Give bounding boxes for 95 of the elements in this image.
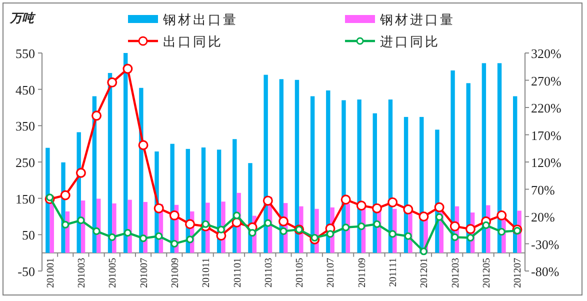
legend-label: 出口同比 bbox=[163, 34, 223, 49]
point bbox=[138, 140, 148, 150]
point bbox=[62, 220, 70, 228]
y2-tick-label: 270% bbox=[531, 73, 562, 88]
point bbox=[356, 200, 366, 211]
point bbox=[404, 232, 412, 240]
y-tick-label: -50 bbox=[18, 264, 35, 279]
x-tick-label: 201111 bbox=[388, 258, 400, 287]
y2-tick-label: 20% bbox=[531, 210, 555, 224]
point bbox=[403, 204, 414, 214]
point bbox=[496, 210, 507, 220]
point bbox=[436, 213, 444, 221]
x-tick-label: 201005 bbox=[108, 258, 119, 288]
point bbox=[248, 229, 256, 237]
bar bbox=[482, 63, 486, 253]
y2-tick-label: 70% bbox=[531, 182, 555, 198]
y2-tick-label: 120% bbox=[531, 155, 562, 170]
point bbox=[169, 210, 180, 220]
point bbox=[185, 219, 196, 230]
point bbox=[418, 212, 429, 222]
x-tick-label: 201109 bbox=[356, 258, 368, 288]
y-tick-label: 350 bbox=[16, 118, 35, 134]
point bbox=[202, 220, 210, 228]
bar bbox=[513, 96, 518, 253]
point bbox=[388, 197, 398, 208]
point bbox=[122, 64, 133, 74]
point bbox=[124, 229, 132, 237]
point bbox=[450, 221, 460, 232]
y-tick-label: 450 bbox=[16, 82, 35, 98]
x-tick-label: 201207 bbox=[512, 258, 524, 288]
legend-label: 钢材进口量 bbox=[379, 12, 455, 27]
x-tick-label: 201105 bbox=[294, 258, 306, 288]
point bbox=[278, 216, 288, 226]
x-tick-label: 201203 bbox=[450, 258, 462, 288]
x-tick-label: 201205 bbox=[482, 258, 493, 288]
point bbox=[498, 228, 506, 236]
point bbox=[280, 227, 288, 236]
x-tick-label: 201201 bbox=[419, 258, 430, 288]
point bbox=[155, 232, 163, 240]
point bbox=[465, 224, 476, 234]
x-tick-label: 201003 bbox=[76, 258, 88, 288]
bar bbox=[46, 148, 50, 253]
y-tick-label: 50 bbox=[22, 228, 35, 243]
point bbox=[186, 236, 194, 244]
legend-label: 进口同比 bbox=[380, 34, 440, 49]
point bbox=[340, 194, 351, 205]
point bbox=[482, 221, 490, 230]
point bbox=[326, 230, 334, 238]
point bbox=[92, 110, 102, 121]
point bbox=[451, 233, 459, 242]
y-tick-label: 250 bbox=[16, 155, 35, 170]
y-tick-label: 150 bbox=[16, 191, 35, 206]
y2-tick-label: 170% bbox=[531, 128, 562, 143]
y2-tick-label: 320% bbox=[531, 46, 562, 61]
y-axis-title: 万吨 bbox=[9, 11, 36, 25]
point bbox=[420, 248, 428, 256]
point bbox=[466, 234, 474, 242]
y2-tick-label: -30% bbox=[531, 236, 560, 252]
x-tick-label: 201103 bbox=[263, 258, 274, 288]
point bbox=[139, 234, 148, 242]
point bbox=[264, 219, 272, 227]
point bbox=[372, 203, 382, 214]
point bbox=[46, 194, 54, 202]
y2-tick-label: 220% bbox=[531, 100, 562, 116]
bar bbox=[357, 100, 362, 253]
legend-label: 钢材出口量 bbox=[162, 12, 238, 27]
point bbox=[310, 234, 318, 242]
x-tick-label: 201011 bbox=[201, 258, 212, 288]
y-tick-label: 550 bbox=[16, 46, 35, 61]
point bbox=[76, 168, 86, 178]
point bbox=[107, 77, 118, 88]
point bbox=[373, 220, 381, 228]
bar bbox=[294, 80, 300, 253]
point bbox=[217, 226, 225, 234]
point bbox=[262, 196, 273, 206]
bar bbox=[264, 74, 268, 253]
x-tick-label: 201107 bbox=[326, 258, 337, 288]
point bbox=[77, 216, 85, 224]
point bbox=[434, 202, 444, 212]
x-tick-label: 201007 bbox=[138, 258, 150, 288]
x-tick-label: 201001 bbox=[45, 258, 56, 288]
point bbox=[388, 230, 396, 238]
bar bbox=[450, 70, 455, 253]
x-tick-label: 201101 bbox=[232, 258, 244, 288]
point bbox=[170, 240, 178, 248]
bar bbox=[310, 96, 315, 253]
point bbox=[342, 224, 350, 232]
point bbox=[60, 190, 70, 200]
point bbox=[108, 233, 116, 242]
point bbox=[154, 203, 164, 214]
y2-tick-label: -80% bbox=[531, 264, 560, 279]
x-tick-label: 201009 bbox=[170, 258, 181, 288]
point bbox=[358, 222, 366, 230]
point bbox=[232, 212, 241, 220]
point bbox=[92, 227, 100, 236]
